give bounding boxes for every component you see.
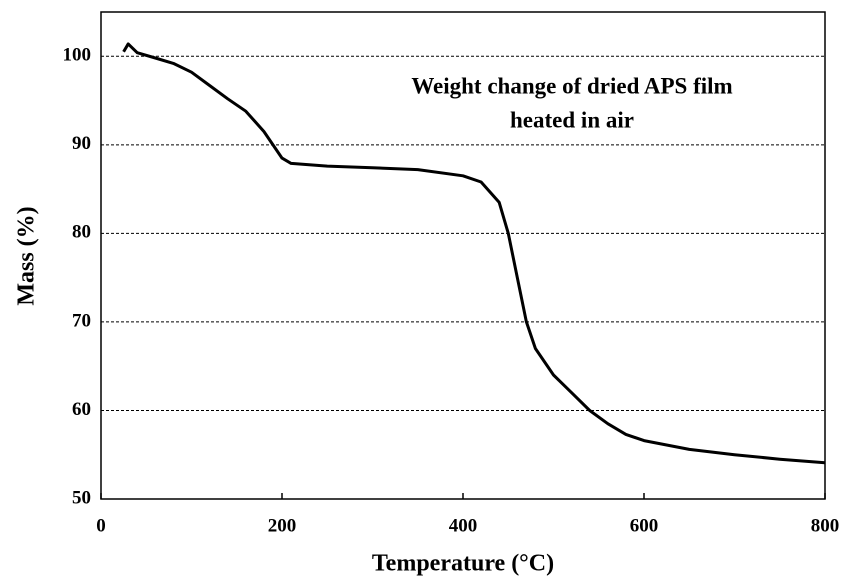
y-axis-label: Mass (%)	[14, 206, 40, 305]
data-line	[122, 42, 826, 465]
y-tick-label: 90	[72, 133, 91, 154]
y-tick-label: 100	[63, 45, 92, 66]
x-tick-label: 600	[630, 515, 659, 536]
annotation: Weight change of dried APS film	[411, 73, 732, 98]
x-tick-label: 0	[96, 515, 106, 536]
y-tick-label: 70	[72, 310, 91, 331]
x-tick-label: 800	[811, 515, 840, 536]
annotation: heated in air	[510, 107, 634, 132]
x-axis-label: Temperature (°C)	[372, 551, 554, 577]
y-tick-label: 60	[72, 399, 91, 420]
y-tick-label: 80	[72, 222, 91, 243]
plot-frame	[100, 11, 826, 500]
x-tick-label: 400	[449, 515, 478, 536]
x-tick-label: 200	[268, 515, 297, 536]
y-tick-label: 50	[72, 487, 91, 508]
